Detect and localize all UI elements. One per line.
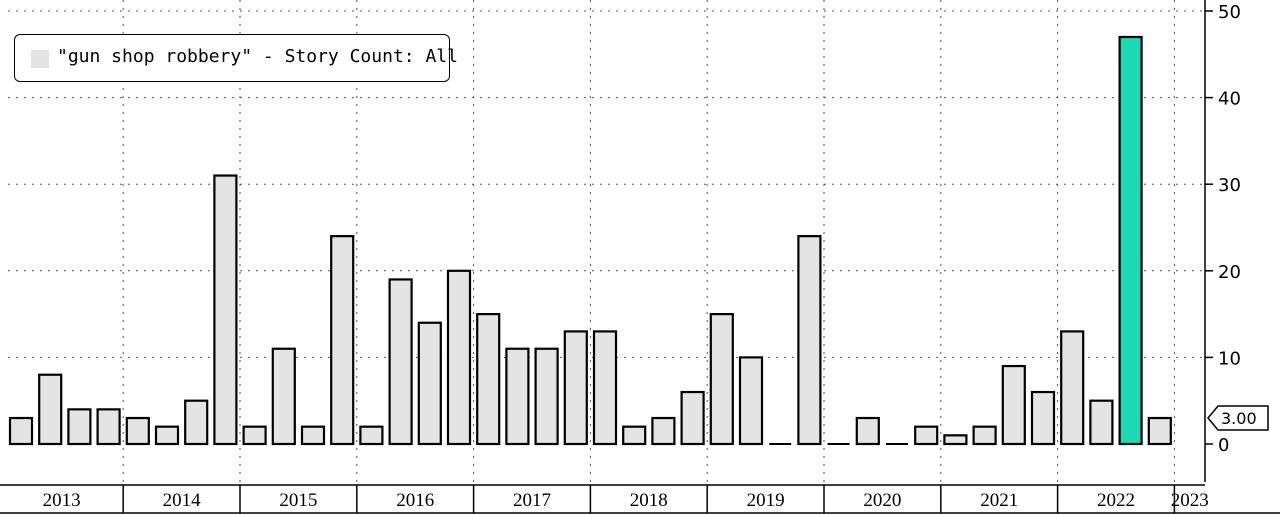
bar xyxy=(1001,364,1026,446)
x-tick-label: 2021 xyxy=(980,490,1018,511)
y-tick-label: 40 xyxy=(1218,89,1241,110)
bar xyxy=(96,408,121,446)
bar xyxy=(38,373,63,446)
bar xyxy=(1147,416,1172,446)
bar xyxy=(972,425,997,446)
x-tick-label: 2013 xyxy=(43,490,81,511)
x-tick-label: 2022 xyxy=(1097,490,1135,511)
legend-swatch xyxy=(31,50,49,68)
bar xyxy=(738,356,764,446)
bar xyxy=(505,347,530,446)
bar xyxy=(1089,399,1114,446)
x-tick-label: 2018 xyxy=(630,490,668,511)
bar xyxy=(388,278,413,446)
bar xyxy=(8,416,34,446)
x-tick-label: 2015 xyxy=(279,490,317,511)
bar xyxy=(855,416,880,446)
bar xyxy=(1030,390,1056,446)
x-tick-label: 2017 xyxy=(513,490,551,511)
y-tick-label: 30 xyxy=(1218,175,1241,196)
bar xyxy=(271,347,296,446)
bar xyxy=(300,425,326,446)
bar xyxy=(154,425,180,446)
bar xyxy=(914,425,939,446)
bar xyxy=(330,235,355,446)
x-tick-label: 2016 xyxy=(396,490,434,511)
bar xyxy=(359,425,384,446)
bar xyxy=(446,269,472,446)
y-tick-label: 20 xyxy=(1218,262,1241,283)
bar xyxy=(680,390,705,446)
last-value-tag xyxy=(1207,405,1269,431)
bar xyxy=(125,416,150,446)
x-tick-label: 2014 xyxy=(163,490,202,511)
y-tick-label: 0 xyxy=(1218,435,1229,456)
bar xyxy=(242,425,267,446)
bar xyxy=(797,235,822,446)
bar xyxy=(417,321,442,446)
bar xyxy=(622,425,647,446)
bar xyxy=(943,434,968,446)
bar xyxy=(67,408,92,446)
bar xyxy=(476,313,501,446)
x-tick-label: 2019 xyxy=(747,490,785,511)
bar xyxy=(1060,330,1085,446)
legend-label: "gun shop robbery" - Story Count: All xyxy=(57,46,458,67)
bar xyxy=(563,330,588,446)
bar xyxy=(592,330,618,446)
x-tick-label: 2023 xyxy=(1171,490,1209,511)
last-value-label: 3.00 xyxy=(1221,409,1257,428)
bar xyxy=(709,313,734,446)
bar xyxy=(1118,35,1143,446)
x-tick-label: 2020 xyxy=(863,490,901,511)
bar xyxy=(213,174,238,446)
y-tick-label: 10 xyxy=(1218,348,1241,369)
y-tick-label: 50 xyxy=(1218,2,1241,23)
legend: "gun shop robbery" - Story Count: All xyxy=(14,34,458,82)
bar xyxy=(651,416,676,446)
bar xyxy=(534,347,559,446)
bar xyxy=(184,399,209,446)
